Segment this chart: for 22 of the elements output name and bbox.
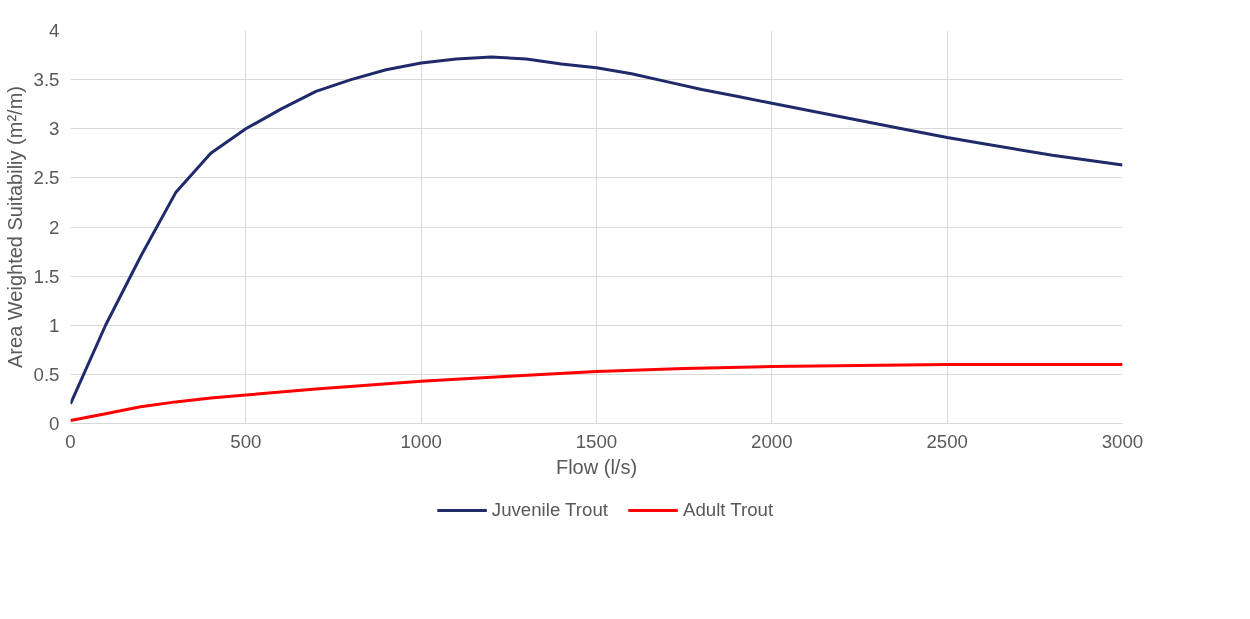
x-tick-label: 500 [230, 430, 262, 452]
y-tick-label: 3.5 [33, 69, 60, 91]
x-tick-label: 3000 [1101, 430, 1144, 452]
x-tick-label: 1000 [400, 430, 442, 452]
y-axis-title: Area Weighted Suitabiliy (m²/m) [3, 86, 26, 368]
y-tick-label: 1.5 [33, 265, 60, 287]
x-tick-label: 0 [65, 430, 76, 452]
y-tick-label: 0 [49, 413, 60, 434]
x-tick-label: 2000 [751, 430, 793, 452]
x-tick-label: 1500 [575, 430, 618, 452]
y-tick-label: 0.5 [33, 363, 60, 385]
line-series [70, 363, 1123, 423]
y-tick-label: 2.5 [33, 167, 60, 189]
y-tick-label: 3 [49, 118, 60, 140]
y-tick-label: 1 [49, 314, 60, 336]
y-tick-label: 4 [49, 20, 60, 41]
x-axis-title: Flow (l/s) [555, 455, 638, 478]
y-tick-label: 2 [49, 216, 60, 238]
x-tick-label: 2500 [926, 430, 968, 452]
legend-label: Juvenile Trout [491, 499, 608, 521]
legend-label: Adult Trout [682, 499, 774, 521]
line-series [70, 55, 1123, 406]
